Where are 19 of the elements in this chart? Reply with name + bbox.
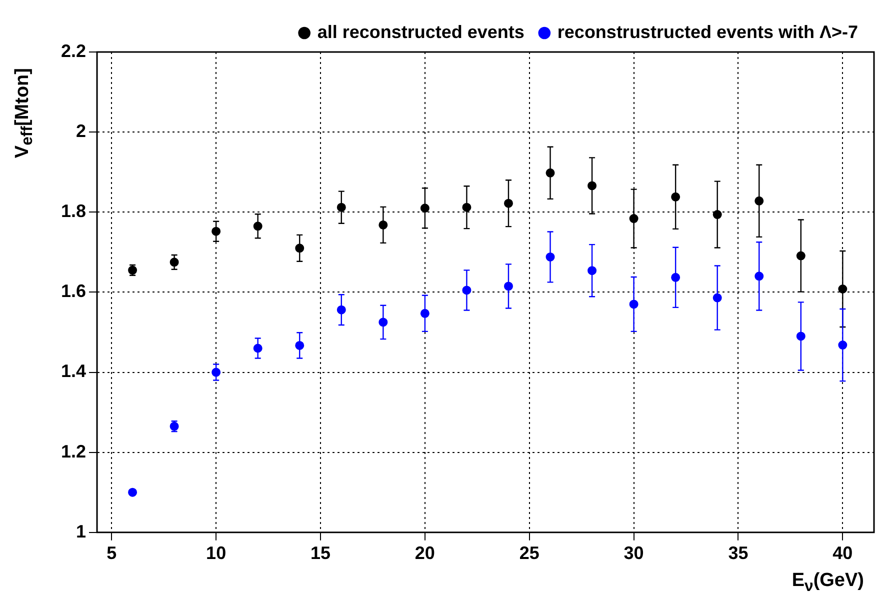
x-tick-label: 35 (728, 543, 748, 564)
x-tick-label: 30 (624, 543, 644, 564)
point (128, 488, 138, 497)
x-axis-title: E$_{ν}$(GeV) (792, 570, 864, 596)
y-tick-label: 1.8 (60, 201, 86, 222)
x-tick-label: 15 (310, 543, 331, 564)
y-tick-label: 2.2 (60, 40, 86, 61)
y-tick-label: 1.4 (60, 361, 86, 382)
y-tick-label: 1.6 (60, 281, 86, 302)
legend-label: all reconstructed events (317, 22, 524, 42)
legend-label: reconstrustructed events with Λ>-7 (557, 22, 858, 42)
x-tick-label: 5 (106, 543, 117, 564)
x-tick-label: 10 (206, 543, 226, 564)
x-tick-label: 20 (414, 543, 435, 564)
x-tick-label: 40 (832, 543, 853, 564)
y-tick-label: 1.2 (60, 441, 86, 462)
y-tick-label: 1 (76, 521, 86, 542)
y-tick-label: 2 (76, 121, 86, 142)
x-tick-label: 25 (519, 543, 540, 564)
